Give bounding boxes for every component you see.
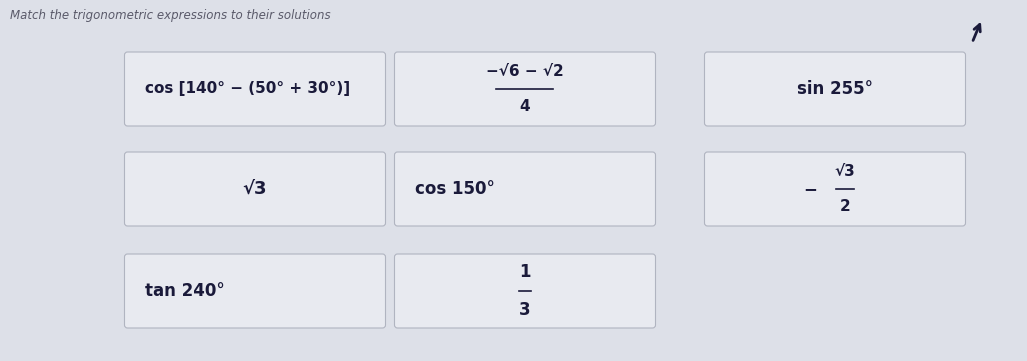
Text: tan 240°: tan 240° <box>146 282 225 300</box>
Text: 3: 3 <box>520 301 531 319</box>
FancyBboxPatch shape <box>394 152 655 226</box>
FancyBboxPatch shape <box>124 152 385 226</box>
Text: cos 150°: cos 150° <box>416 180 495 198</box>
FancyBboxPatch shape <box>705 152 965 226</box>
Text: −√6 − √2: −√6 − √2 <box>486 64 564 79</box>
Text: −: − <box>803 180 816 198</box>
Text: Match the trigonometric expressions to their solutions: Match the trigonometric expressions to t… <box>10 9 331 22</box>
Text: √3: √3 <box>242 180 267 198</box>
FancyBboxPatch shape <box>705 52 965 126</box>
FancyBboxPatch shape <box>394 254 655 328</box>
Text: cos [140° − (50° + 30°)]: cos [140° − (50° + 30°)] <box>146 82 350 96</box>
Text: 1: 1 <box>520 263 531 281</box>
Text: 4: 4 <box>520 99 530 114</box>
Text: 2: 2 <box>840 199 850 214</box>
Text: sin 255°: sin 255° <box>797 80 873 98</box>
FancyBboxPatch shape <box>124 52 385 126</box>
Text: √3: √3 <box>835 164 855 179</box>
FancyBboxPatch shape <box>124 254 385 328</box>
FancyBboxPatch shape <box>394 52 655 126</box>
